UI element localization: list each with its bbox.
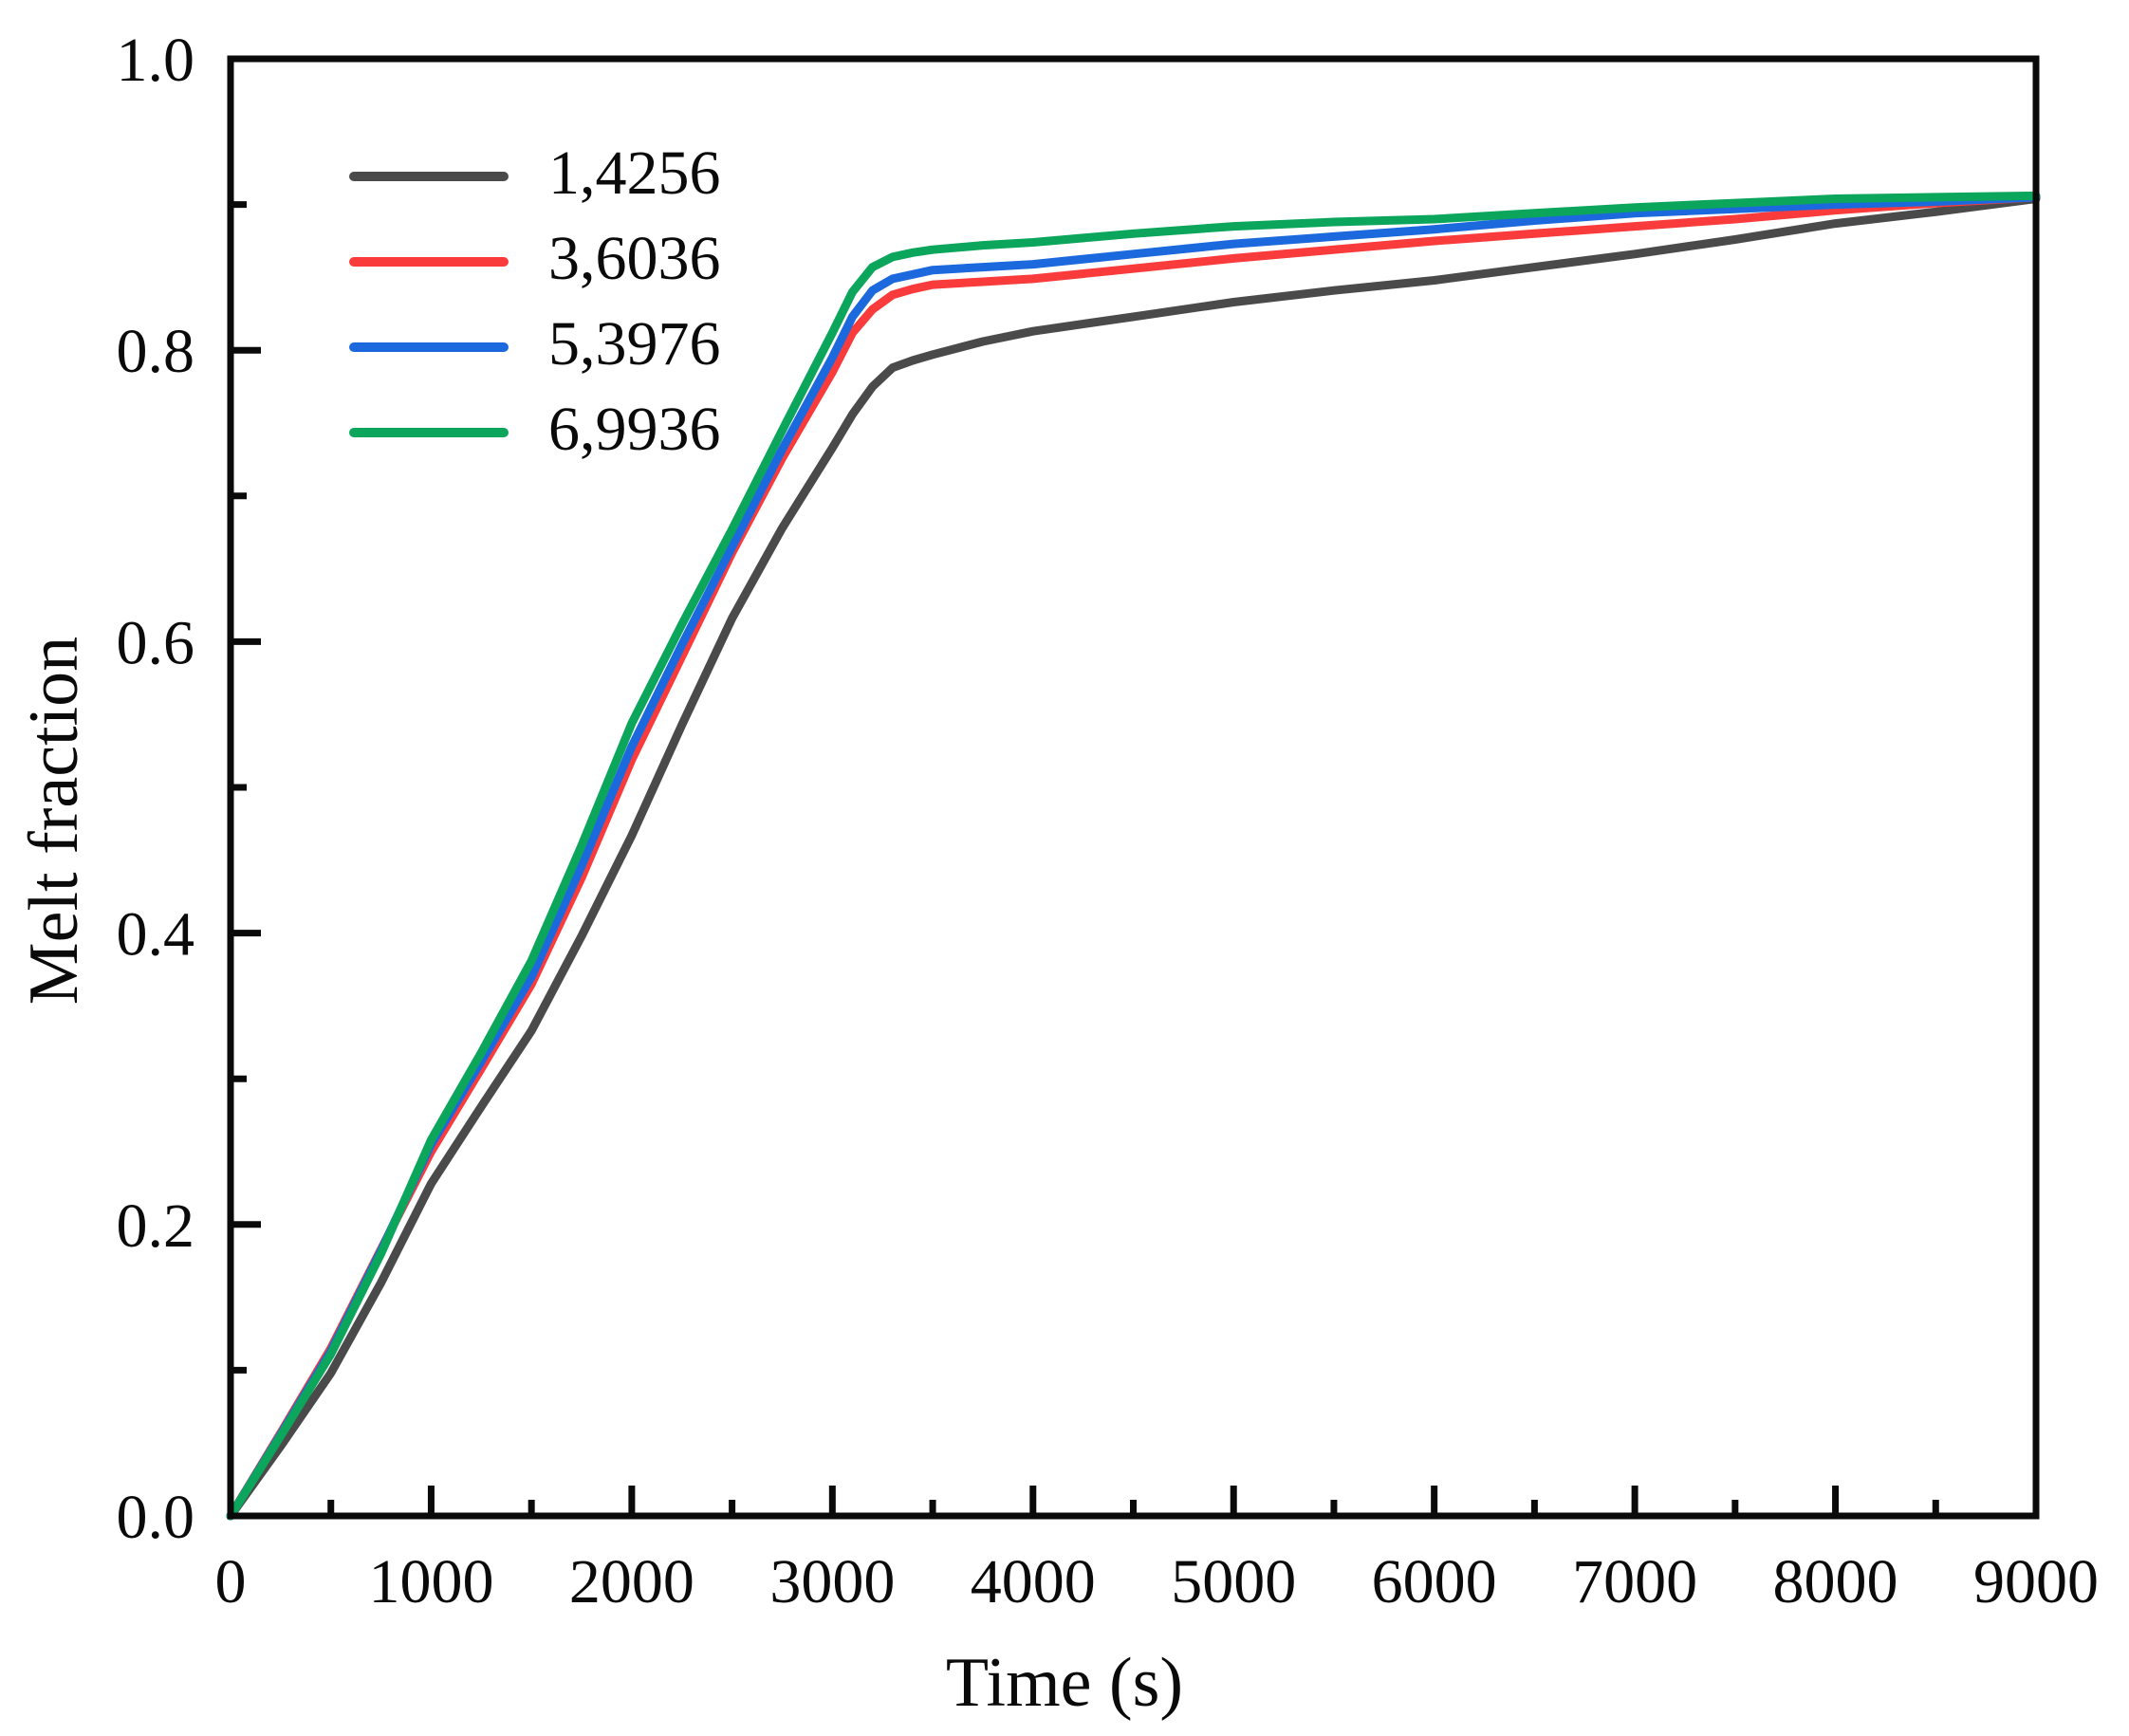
- plot-frame: [227, 55, 2040, 1520]
- legend-line-swatch: [349, 172, 509, 181]
- x-tick-label: 3000: [769, 1547, 895, 1616]
- legend-line-swatch: [349, 342, 509, 352]
- x-tick-label: 4000: [971, 1547, 1096, 1616]
- legend: 1,4256 3,6036 5,3976 6,9936: [349, 134, 721, 475]
- x-tick-label: 1000: [368, 1547, 493, 1616]
- series-line-1,4256: [226, 194, 2041, 1521]
- x-tick-label: 6000: [1372, 1547, 1497, 1616]
- legend-label: 5,3976: [548, 309, 721, 379]
- y-tick-label: 0.0: [117, 1483, 195, 1552]
- x-tick-label: 0: [215, 1547, 247, 1616]
- x-tick-label: 9000: [1973, 1547, 2099, 1616]
- legend-label: 1,4256: [548, 139, 721, 208]
- x-tick-label: 8000: [1773, 1547, 1898, 1616]
- legend-label: 6,9936: [548, 395, 721, 464]
- y-tick-label: 1.0: [117, 26, 195, 95]
- y-axis-title: Melt fraction: [15, 636, 93, 1006]
- y-tick-label: 0.4: [117, 900, 195, 970]
- legend-line-swatch: [349, 428, 509, 437]
- legend-item: 6,9936: [349, 390, 721, 475]
- legend-label: 3,6036: [548, 224, 721, 293]
- legend-item: 1,4256: [349, 134, 721, 219]
- x-tick-label: 5000: [1171, 1547, 1296, 1616]
- legend-item: 5,3976: [349, 305, 721, 390]
- legend-item: 3,6036: [349, 219, 721, 305]
- x-axis-title: Time (s): [945, 1644, 1184, 1722]
- legend-line-swatch: [349, 257, 509, 267]
- y-tick-label: 0.8: [117, 317, 195, 386]
- x-tick-label: 7000: [1572, 1547, 1697, 1616]
- y-tick-label: 0.6: [117, 608, 195, 677]
- series-line-6,9936: [226, 191, 2041, 1521]
- y-tick-label: 0.2: [117, 1191, 195, 1261]
- x-tick-label: 2000: [569, 1547, 694, 1616]
